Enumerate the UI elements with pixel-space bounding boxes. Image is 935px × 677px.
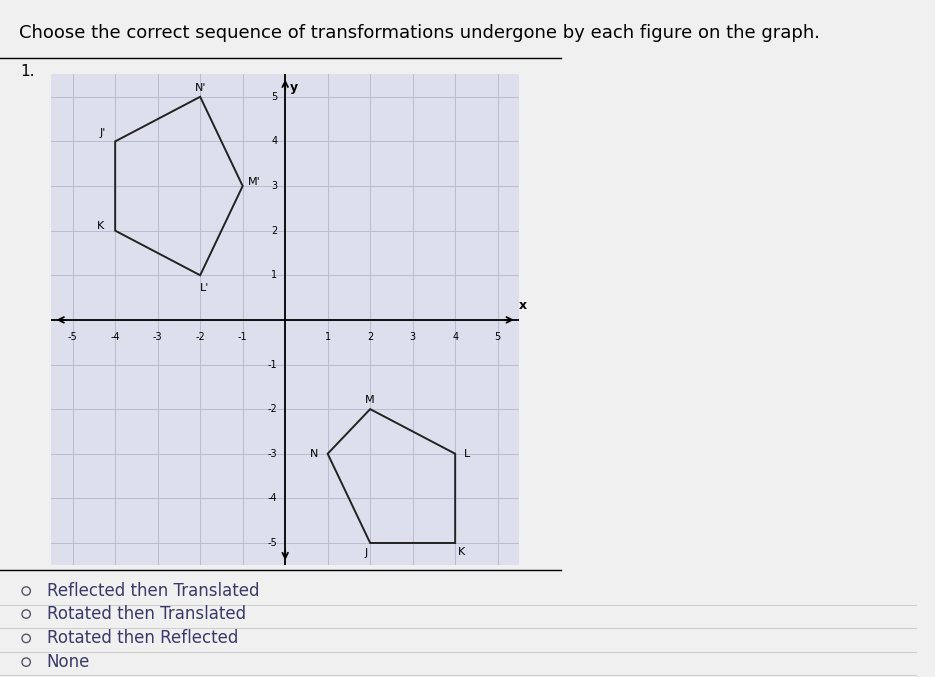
Text: -5: -5	[68, 332, 78, 343]
Text: Choose the correct sequence of transformations undergone by each figure on the g: Choose the correct sequence of transform…	[19, 24, 820, 42]
Text: 1: 1	[271, 270, 278, 280]
Text: 1.: 1.	[21, 64, 36, 79]
Text: x: x	[519, 299, 527, 312]
Text: 5: 5	[495, 332, 501, 343]
Text: 4: 4	[453, 332, 458, 343]
Text: -2: -2	[267, 404, 278, 414]
Text: 2: 2	[367, 332, 373, 343]
Text: Rotated then Translated: Rotated then Translated	[47, 605, 246, 623]
Text: -1: -1	[268, 359, 278, 370]
Text: 2: 2	[271, 225, 278, 236]
Text: -4: -4	[268, 494, 278, 504]
Text: 3: 3	[271, 181, 278, 191]
Text: 4: 4	[271, 136, 278, 146]
Text: J: J	[365, 548, 367, 558]
Text: Rotated then Reflected: Rotated then Reflected	[47, 630, 238, 647]
Text: L': L'	[200, 283, 209, 292]
Text: M': M'	[248, 177, 261, 187]
Text: 3: 3	[410, 332, 416, 343]
Text: 1: 1	[324, 332, 331, 343]
Text: -3: -3	[268, 449, 278, 459]
Text: K: K	[96, 221, 104, 231]
Text: J': J'	[99, 129, 106, 138]
Text: N': N'	[194, 83, 206, 93]
Text: -3: -3	[152, 332, 163, 343]
Text: -5: -5	[267, 538, 278, 548]
Text: N: N	[309, 449, 318, 459]
Text: Reflected then Translated: Reflected then Translated	[47, 582, 259, 600]
Text: -1: -1	[237, 332, 248, 343]
Text: K: K	[458, 547, 466, 557]
Text: -2: -2	[195, 332, 205, 343]
Text: -4: -4	[110, 332, 120, 343]
Text: M: M	[366, 395, 375, 406]
Text: 5: 5	[271, 92, 278, 102]
Text: L: L	[464, 449, 470, 459]
Text: y: y	[290, 81, 298, 94]
Text: None: None	[47, 653, 90, 671]
